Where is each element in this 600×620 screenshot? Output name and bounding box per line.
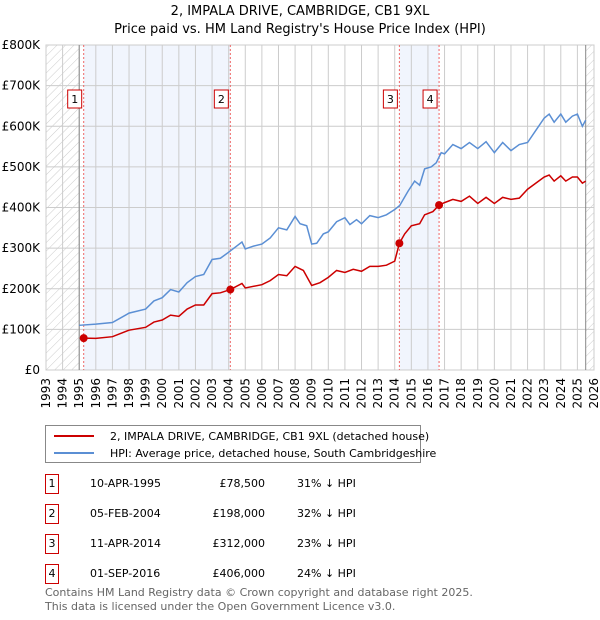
hpi-line [79,112,587,327]
x-tick-label: 2026 [587,378,600,409]
x-tick-label: 2019 [471,378,485,409]
sale-point [395,239,404,248]
plot-border [45,44,595,371]
sale-point [79,334,88,343]
x-tick-label: 2014 [388,378,402,409]
x-tick-label: 2004 [222,378,236,409]
sale-badge: 1 [45,474,59,494]
sale-price: £78,500 [219,477,266,490]
x-tick-label: 2015 [404,378,418,409]
chart-title: 2, IMPALA DRIVE, CAMBRIDGE, CB1 9XL [170,4,430,19]
sale-label-number: 1 [71,93,78,106]
sale-point [435,201,444,210]
property-price-line [83,174,587,340]
x-tick-label: 2006 [255,378,269,409]
sale-badge: 4 [45,564,59,584]
sale-label-number: 3 [387,93,394,106]
x-tick-label: 2002 [188,378,202,409]
sale-hpi-diff: 32% ↓ HPI [297,507,356,520]
sale-price: £406,000 [212,567,266,580]
x-tick-label: 1995 [72,378,86,409]
x-tick-label: 2011 [338,378,352,409]
x-tick-label: 2024 [554,378,568,409]
legend: 2, IMPALA DRIVE, CAMBRIDGE, CB1 9XL (det… [45,425,436,463]
sale-price: £198,000 [212,507,266,520]
y-tick-label: £100K [2,322,42,336]
sale-date: 11-APR-2014 [90,537,162,550]
x-tick-label: 2020 [487,378,501,409]
y-tick-label: £400K [2,201,42,215]
legend-swatch-blue [54,452,94,454]
sale-label-box [382,89,398,109]
x-tick-label: 2001 [172,378,186,409]
chart-subtitle: Price paid vs. HM Land Registry's House … [114,22,486,37]
sale-date: 10-APR-1995 [90,477,162,490]
legend-item-property: 2, IMPALA DRIVE, CAMBRIDGE, CB1 9XL (det… [54,428,429,444]
x-tick-label: 2013 [371,378,385,409]
x-tick-label: 2021 [504,378,518,409]
legend-label: HPI: Average price, detached house, Sout… [110,446,437,460]
x-tick-label: 2009 [305,378,319,409]
x-tick-label: 1997 [105,378,119,409]
x-tick-label: 2018 [454,378,468,409]
x-tick-label: 2008 [288,378,302,409]
sale-label-box [213,89,229,109]
sale-badge: 3 [45,534,59,554]
sale-hpi-diff: 23% ↓ HPI [297,537,356,550]
x-tick-label: 1996 [89,378,103,409]
y-tick-label: £200K [2,282,42,296]
sale-price: £312,000 [212,537,266,550]
sale-badge: 2 [45,504,59,524]
sale-label-box [67,89,83,109]
x-tick-label: 1994 [56,378,70,409]
x-tick-label: 2007 [271,378,285,409]
footer-line-1: Contains HM Land Registry data © Crown c… [45,586,473,599]
legend-swatch-red [54,435,94,437]
x-tick-label: 1999 [139,378,153,409]
sale-hpi-diff: 31% ↓ HPI [297,477,356,490]
x-tick-label: 2016 [421,378,435,409]
x-tick-label: 2003 [205,378,219,409]
x-tick-label: 2025 [570,378,584,409]
x-tick-label: 2010 [321,378,335,409]
x-tick-label: 2012 [355,378,369,409]
legend-label: 2, IMPALA DRIVE, CAMBRIDGE, CB1 9XL (det… [110,429,430,443]
sale-label-number: 4 [427,93,434,106]
y-tick-label: £300K [2,241,42,255]
x-tick-label: 2022 [521,378,535,409]
x-tick-label: 1998 [122,378,136,409]
legend-item-hpi: HPI: Average price, detached house, Sout… [54,445,436,461]
x-tick-label: 1993 [39,378,53,409]
y-tick-label: £500K [2,160,42,174]
sale-hpi-diff: 24% ↓ HPI [297,567,356,580]
x-tick-label: 2017 [438,378,452,409]
footer-line-2: This data is licensed under the Open Gov… [45,600,396,613]
y-tick-label: £700K [2,79,42,93]
y-tick-label: £800K [2,38,42,52]
sale-point [226,285,235,294]
sale-label-box [422,89,438,109]
price-chart: 1993 1994 1995 1996 1997 1998 1999 2000 2001 2002… [2,38,600,409]
sale-date: 01-SEP-2016 [90,567,161,580]
x-tick-label: 2005 [238,378,252,409]
sale-label-number: 2 [218,93,225,106]
y-tick-label: £0 [25,363,40,377]
y-tick-label: £600K [2,119,42,133]
x-tick-label: 2023 [537,378,551,409]
x-tick-label: 2000 [155,378,169,409]
sale-date: 05-FEB-2004 [90,507,161,520]
